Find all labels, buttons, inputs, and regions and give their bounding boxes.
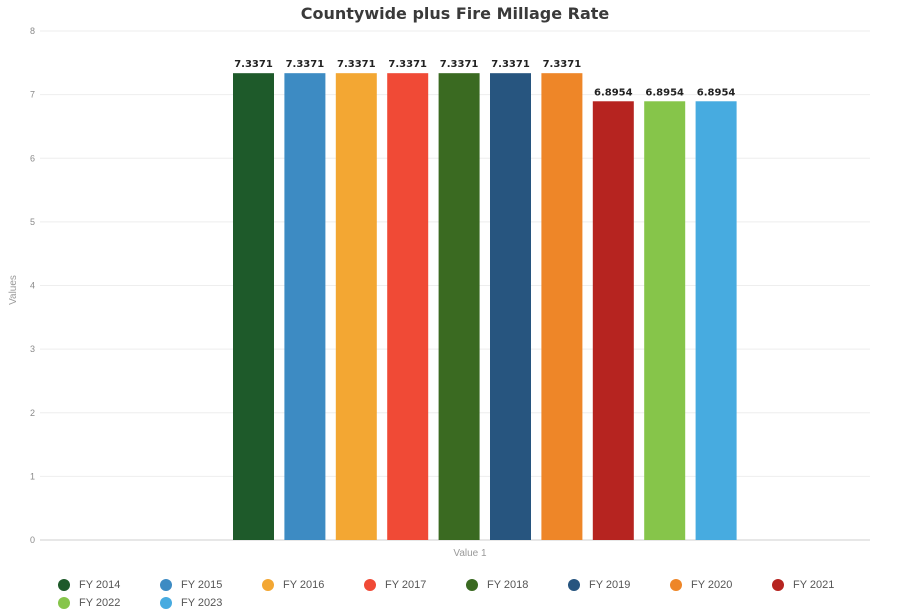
data-label: 6.8954	[645, 87, 684, 98]
legend-label: FY 2018	[487, 579, 529, 591]
legend-label: FY 2023	[181, 597, 223, 609]
legend-marker	[262, 579, 274, 591]
data-label: 7.3371	[286, 59, 325, 70]
legend-marker	[58, 579, 70, 591]
y-tick-label: 5	[30, 217, 35, 227]
data-labels: 7.3371 7.3371 7.3371 7.3371 7.3371 7.3371 7.33…	[234, 59, 735, 98]
legend: FY 2014 FY 2015 FY 2016 FY 2017 FY 2018 FY 20…	[58, 578, 878, 610]
chart-title: Countywide plus Fire Millage Rate	[301, 4, 610, 23]
y-tick-label: 0	[30, 535, 35, 545]
bar-fy-2017[interactable]	[387, 73, 429, 541]
legend-label: FY 2022	[79, 597, 121, 609]
legend-item[interactable]: FY 2016	[262, 578, 364, 592]
data-label: 7.3371	[234, 59, 273, 70]
legend-marker	[364, 579, 376, 591]
bar-fy-2021[interactable]	[592, 101, 634, 540]
bar-fy-2014[interactable]	[233, 73, 274, 541]
y-tick-label: 4	[30, 281, 35, 291]
y-tick-label: 6	[30, 153, 35, 163]
legend-item[interactable]: FY 2019	[568, 578, 670, 592]
legend-item[interactable]: FY 2020	[670, 578, 772, 592]
data-label: 7.3371	[440, 59, 479, 70]
bar-fy-2023[interactable]	[695, 101, 737, 540]
bar-fy-2016[interactable]	[335, 73, 377, 541]
data-label: 6.8954	[594, 87, 633, 98]
legend-marker	[772, 579, 784, 591]
legend-marker	[160, 597, 172, 609]
data-label: 7.3371	[491, 59, 530, 70]
x-axis-label: Value 1	[453, 548, 487, 559]
legend-item[interactable]: FY 2023	[160, 596, 262, 610]
legend-marker	[160, 579, 172, 591]
legend-label: FY 2017	[385, 579, 427, 591]
bar-fy-2018[interactable]	[438, 73, 480, 541]
data-label: 7.3371	[388, 59, 427, 70]
legend-item[interactable]: FY 2017	[364, 578, 466, 592]
legend-label: FY 2014	[79, 579, 121, 591]
legend-label: FY 2016	[283, 579, 325, 591]
y-axis-label: Values	[8, 275, 19, 305]
y-tick-label: 3	[30, 344, 35, 354]
data-label: 7.3371	[543, 59, 582, 70]
bars	[233, 73, 737, 541]
legend-label: FY 2015	[181, 579, 223, 591]
y-tick-label: 8	[30, 26, 35, 36]
legend-item[interactable]: FY 2022	[58, 596, 160, 610]
data-label: 7.3371	[337, 59, 376, 70]
bar-fy-2020[interactable]	[541, 73, 583, 541]
legend-marker	[568, 579, 580, 591]
legend-marker	[58, 597, 70, 609]
legend-item[interactable]: FY 2014	[58, 578, 160, 592]
legend-label: FY 2020	[691, 579, 733, 591]
legend-item[interactable]: FY 2021	[772, 578, 874, 592]
y-tick-label: 1	[30, 471, 35, 481]
data-label: 6.8954	[697, 87, 736, 98]
y-tick-label: 2	[30, 408, 35, 418]
y-tick-label: 7	[30, 90, 35, 100]
legend-label: FY 2021	[793, 579, 835, 591]
y-axis-ticks: 0 1 2 3 4 5 6 7 8	[30, 26, 35, 545]
legend-item[interactable]: FY 2018	[466, 578, 568, 592]
legend-item[interactable]: FY 2015	[160, 578, 262, 592]
bar-fy-2019[interactable]	[490, 73, 531, 541]
legend-marker	[466, 579, 478, 591]
bar-fy-2015[interactable]	[284, 73, 326, 541]
bar-fy-2022[interactable]	[644, 101, 686, 540]
legend-label: FY 2019	[589, 579, 631, 591]
legend-marker	[670, 579, 682, 591]
